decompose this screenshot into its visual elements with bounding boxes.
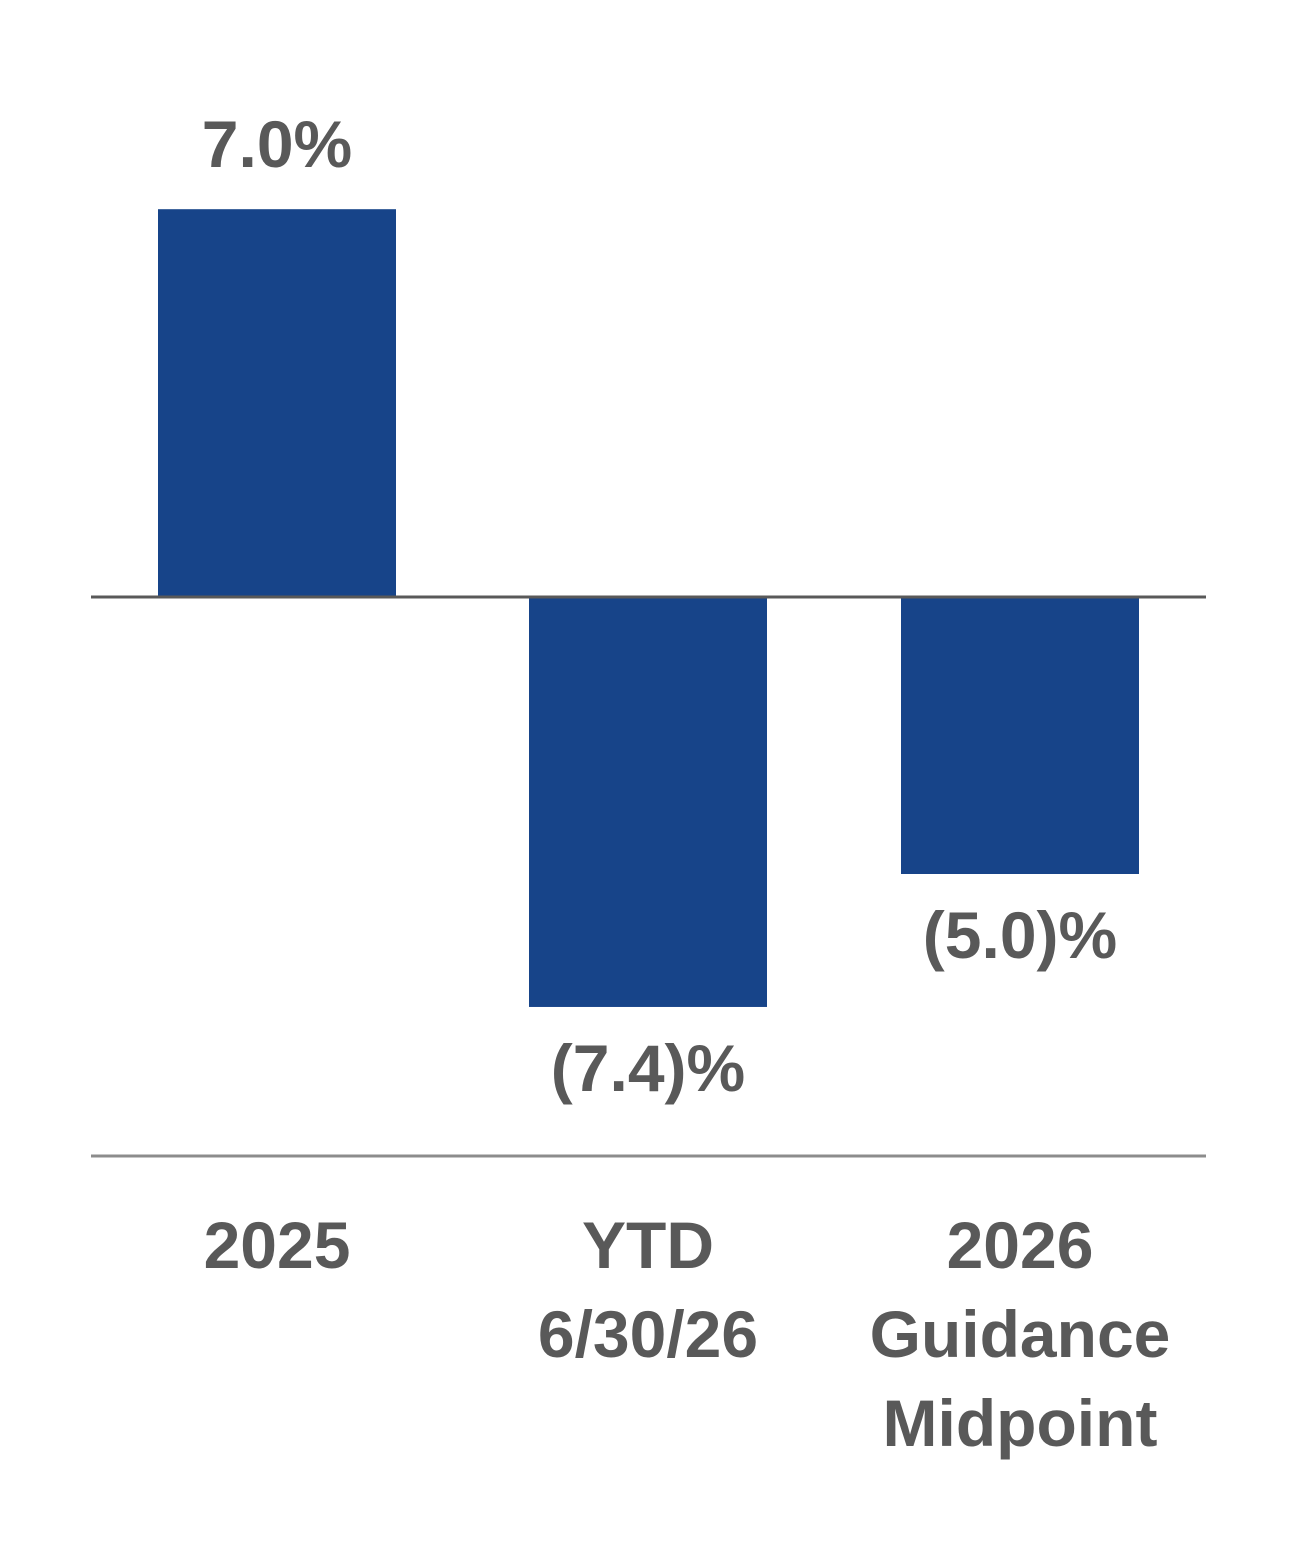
value-label-2: (5.0)% [923, 898, 1117, 972]
bars-group [158, 209, 1139, 1007]
category-labels-group: 2025 YTD 6/30/26 2026 Guidance Midpoint [204, 1208, 1171, 1460]
category-label-1-line-0: YTD [582, 1208, 714, 1282]
category-label-2-line-0: 2026 [947, 1208, 1094, 1282]
bar-1 [529, 597, 767, 1007]
category-label-2-line-2: Midpoint [883, 1386, 1158, 1460]
bar-0 [158, 209, 396, 597]
value-labels-group: 7.0% (7.4)% (5.0)% [202, 107, 1117, 1105]
category-label-0-line-0: 2025 [204, 1208, 351, 1282]
bar-2 [901, 597, 1139, 874]
category-label-2-line-1: Guidance [870, 1297, 1171, 1371]
value-label-0: 7.0% [202, 107, 352, 181]
value-label-1: (7.4)% [551, 1031, 745, 1105]
category-label-1-line-1: 6/30/26 [538, 1297, 758, 1371]
